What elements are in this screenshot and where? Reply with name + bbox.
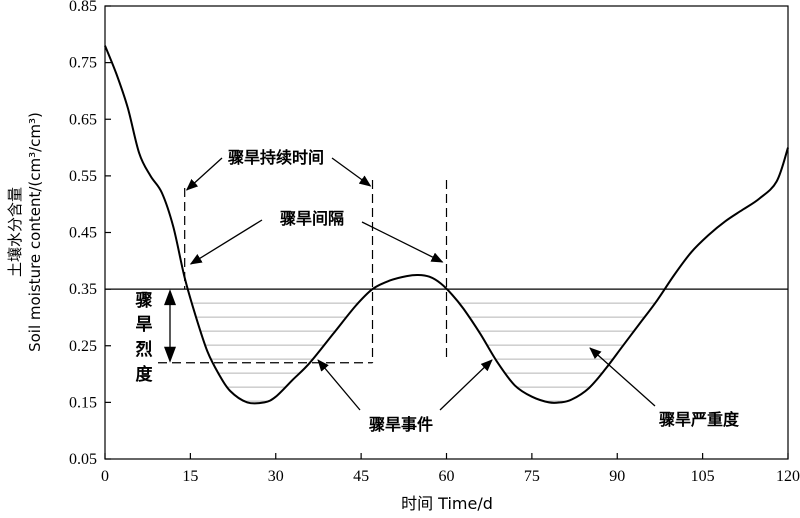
drought-fill-area-1 xyxy=(184,289,373,403)
interval-arrow-left xyxy=(189,219,263,265)
x-axis-title: 时间 Time/d xyxy=(401,494,493,513)
event-arrow-left xyxy=(317,359,361,411)
y-axis-title-en: Soil moisture content/(cm³/cm³) xyxy=(26,112,44,352)
y-tick-label: 0.65 xyxy=(69,111,97,128)
duration-arrow-left xyxy=(185,157,223,191)
event-arrow-right xyxy=(439,359,493,411)
y-tick-label: 0.05 xyxy=(69,451,97,468)
y-tick-label: 0.15 xyxy=(69,394,97,411)
y-tick-label: 0.75 xyxy=(69,55,97,72)
intensity-label-2: 旱 xyxy=(136,315,153,335)
x-tick-label: 45 xyxy=(353,468,369,485)
y-axis-title-cn: 土壤水分含量 xyxy=(6,187,24,277)
x-tick-label: 60 xyxy=(439,468,455,485)
y-tick-label: 0.35 xyxy=(69,281,97,298)
x-tick-label: 120 xyxy=(776,468,800,485)
x-tick-label: 15 xyxy=(182,468,198,485)
y-tick-label: 0.55 xyxy=(69,168,97,185)
y-tick-label: 0.85 xyxy=(69,0,97,15)
x-tick-label: 75 xyxy=(524,468,540,485)
intensity-label-1: 骤 xyxy=(136,291,153,311)
duration-label: 骤旱持续时间 xyxy=(228,148,324,167)
x-tick-label: 105 xyxy=(691,468,715,485)
intensity-label-4: 度 xyxy=(136,364,154,385)
x-axis-ticks: 0 15 30 45 60 75 90 105 120 xyxy=(101,453,800,485)
interval-arrow-right xyxy=(361,221,444,263)
intensity-arrow-head-up xyxy=(164,289,176,306)
severity-label: 骤旱严重度 xyxy=(659,410,740,429)
intensity-arrow-head-down xyxy=(164,346,176,363)
severity-arrow xyxy=(589,347,656,407)
event-label: 骤旱事件 xyxy=(369,415,433,434)
y-axis-ticks: 0.05 0.15 0.25 0.35 0.45 0.55 0.65 0.75 0.85 xyxy=(69,0,111,468)
x-tick-label: 90 xyxy=(609,468,625,485)
soil-moisture-curve xyxy=(104,45,789,405)
x-tick-label: 30 xyxy=(268,468,284,485)
y-tick-label: 0.25 xyxy=(69,338,97,355)
x-tick-label: 0 xyxy=(101,468,109,485)
intensity-label-3: 烈 xyxy=(136,340,153,360)
duration-arrow-right xyxy=(331,157,372,187)
plot-frame xyxy=(104,5,789,460)
interval-label: 骤旱间隔 xyxy=(280,209,344,228)
y-tick-label: 0.45 xyxy=(69,225,97,242)
annotation-arrows xyxy=(164,157,656,411)
drought-fill-area-2 xyxy=(452,289,658,403)
